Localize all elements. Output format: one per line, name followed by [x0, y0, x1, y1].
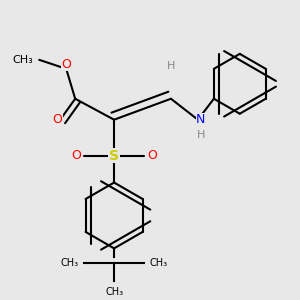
Text: O: O	[61, 58, 71, 71]
Text: CH₃: CH₃	[105, 287, 123, 297]
Text: H: H	[197, 130, 205, 140]
Text: CH₃: CH₃	[60, 258, 78, 268]
Text: CH₃: CH₃	[13, 55, 33, 65]
Text: N: N	[196, 113, 206, 126]
Text: CH₃: CH₃	[150, 258, 168, 268]
Text: O: O	[147, 149, 157, 162]
Text: H: H	[167, 61, 175, 71]
Text: O: O	[52, 113, 62, 126]
Text: O: O	[71, 149, 81, 162]
Text: S: S	[109, 148, 119, 163]
